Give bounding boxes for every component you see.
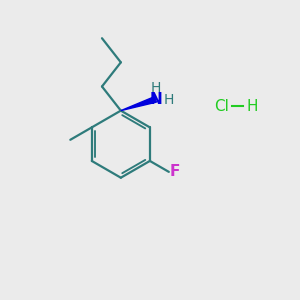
Text: Cl: Cl: [214, 99, 229, 114]
Text: H: H: [164, 93, 174, 107]
Polygon shape: [121, 97, 156, 111]
Text: N: N: [149, 92, 162, 107]
Text: H: H: [247, 99, 258, 114]
Text: F: F: [170, 164, 180, 179]
Text: H: H: [151, 81, 161, 95]
